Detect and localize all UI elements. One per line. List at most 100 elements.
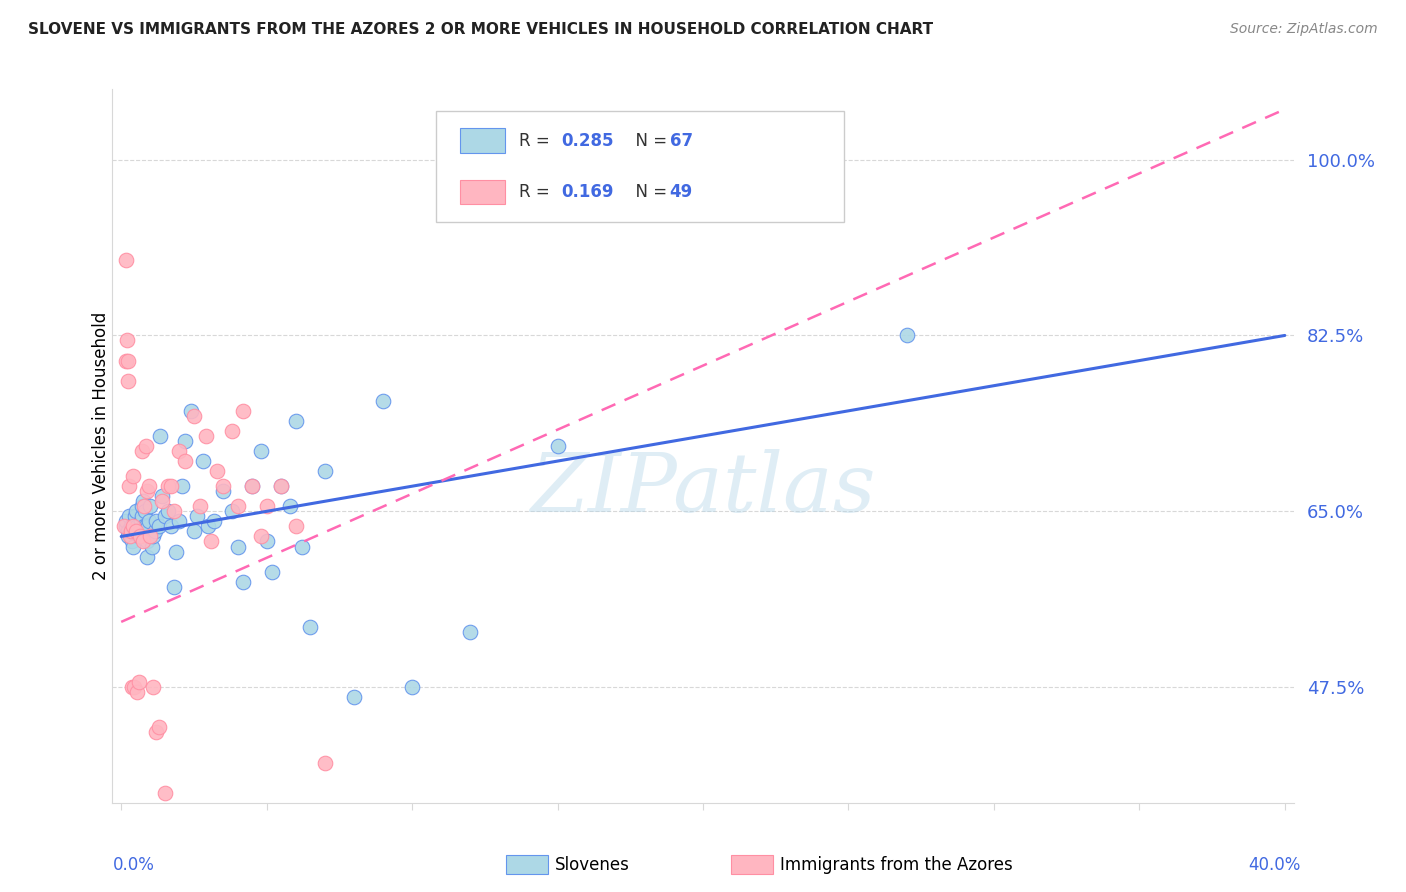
Point <box>132 519 155 533</box>
Point <box>139 529 162 543</box>
Point <box>250 444 273 458</box>
Point <box>136 519 159 533</box>
Point <box>117 524 139 539</box>
Point <box>174 454 197 468</box>
Point <box>135 439 157 453</box>
Text: Source: ZipAtlas.com: Source: ZipAtlas.com <box>1230 22 1378 37</box>
Point <box>284 414 307 428</box>
Point <box>232 404 254 418</box>
Point <box>124 680 146 694</box>
Point <box>131 500 153 514</box>
Point <box>191 454 214 468</box>
Point <box>117 374 139 388</box>
Point <box>125 524 148 539</box>
Point <box>139 500 162 514</box>
Point <box>115 253 138 268</box>
Point <box>148 720 170 734</box>
Point <box>122 469 145 483</box>
Point <box>129 529 152 543</box>
Point <box>180 404 202 418</box>
Point <box>129 515 152 529</box>
Point <box>212 484 235 499</box>
Point <box>121 519 143 533</box>
Point <box>138 479 160 493</box>
Text: Slovenes: Slovenes <box>555 856 630 874</box>
Text: 67: 67 <box>669 132 693 150</box>
Text: 40.0%: 40.0% <box>1249 856 1301 874</box>
Point <box>221 424 243 438</box>
Point <box>132 534 155 549</box>
Point <box>183 409 205 423</box>
Point <box>162 504 184 518</box>
Y-axis label: 2 or more Vehicles in Household: 2 or more Vehicles in Household <box>93 312 110 580</box>
Point <box>149 429 172 443</box>
Point <box>115 515 138 529</box>
Point <box>188 500 211 514</box>
Point <box>270 479 292 493</box>
Point <box>896 328 918 343</box>
Point <box>299 620 322 634</box>
Point <box>240 479 263 493</box>
Point <box>153 786 176 800</box>
Point <box>150 494 173 508</box>
Text: N =: N = <box>624 132 672 150</box>
Point <box>121 534 143 549</box>
Point <box>124 509 146 524</box>
Text: 0.169: 0.169 <box>561 183 614 201</box>
Point <box>186 509 208 524</box>
Point <box>200 534 222 549</box>
Point <box>120 524 142 539</box>
Point <box>458 624 481 639</box>
Point <box>169 515 191 529</box>
Point <box>112 519 135 533</box>
Text: N =: N = <box>624 183 672 201</box>
Point <box>120 519 142 533</box>
Point <box>401 680 423 694</box>
Point <box>134 504 156 518</box>
Point <box>128 529 150 543</box>
Point <box>202 515 225 529</box>
Point <box>256 500 278 514</box>
Point <box>115 334 138 348</box>
Point <box>143 524 166 539</box>
Point <box>256 534 278 549</box>
Point <box>169 444 191 458</box>
Point <box>131 444 153 458</box>
Text: 0.285: 0.285 <box>561 132 614 150</box>
Text: Immigrants from the Azores: Immigrants from the Azores <box>780 856 1014 874</box>
Point <box>125 504 148 518</box>
Point <box>314 756 336 770</box>
Point <box>278 500 301 514</box>
Point <box>121 680 143 694</box>
Point <box>134 500 156 514</box>
Text: 0.0%: 0.0% <box>112 856 155 874</box>
Point <box>156 504 179 518</box>
Point <box>226 500 249 514</box>
Point <box>205 464 228 478</box>
Point <box>148 519 170 533</box>
Text: R =: R = <box>519 183 555 201</box>
Point <box>156 479 179 493</box>
Point <box>226 540 249 554</box>
Point <box>145 725 167 739</box>
Point <box>118 509 141 524</box>
Point <box>174 434 197 448</box>
Point <box>262 565 284 579</box>
Point <box>121 540 143 554</box>
Point <box>145 515 167 529</box>
Text: R =: R = <box>519 132 555 150</box>
Text: SLOVENE VS IMMIGRANTS FROM THE AZORES 2 OR MORE VEHICLES IN HOUSEHOLD CORRELATIO: SLOVENE VS IMMIGRANTS FROM THE AZORES 2 … <box>28 22 934 37</box>
Point <box>128 675 150 690</box>
Point <box>150 489 173 503</box>
Point <box>232 574 254 589</box>
Point <box>136 484 159 499</box>
Point <box>159 479 181 493</box>
Text: 49: 49 <box>669 183 693 201</box>
Point <box>117 529 139 543</box>
Point <box>284 519 307 533</box>
Point <box>132 494 155 508</box>
Point <box>343 690 366 705</box>
Point <box>141 540 163 554</box>
Point <box>183 524 205 539</box>
Point <box>122 524 145 539</box>
